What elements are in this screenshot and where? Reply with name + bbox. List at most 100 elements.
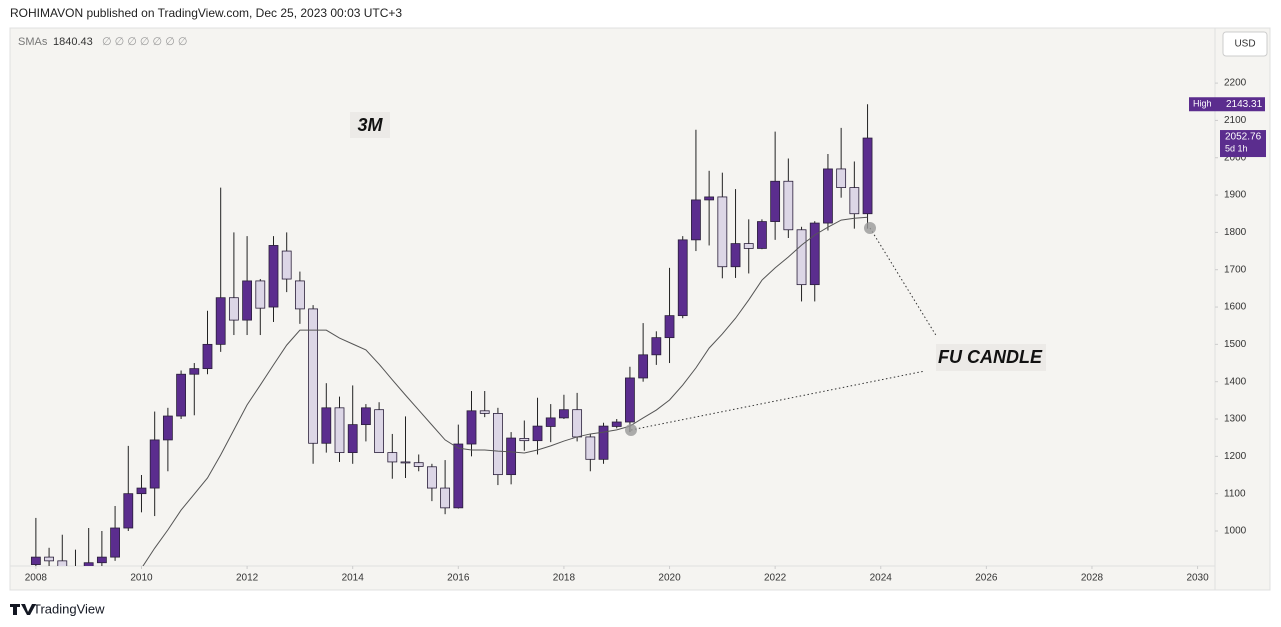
candle-body	[651, 337, 662, 356]
plot	[30, 104, 873, 566]
sma-line	[142, 216, 868, 566]
currency-button[interactable]	[1222, 31, 1268, 57]
candle-body	[677, 239, 688, 317]
candle-body	[347, 424, 358, 454]
candle-body	[202, 343, 213, 370]
y-tick-label: 2000	[1224, 152, 1247, 163]
x-tick-label: 2016	[447, 573, 470, 584]
currency: USD	[1234, 39, 1255, 50]
candle-body	[215, 297, 226, 345]
candle-body	[585, 436, 596, 460]
annotation-box	[350, 112, 390, 138]
y-tick-label: 1900	[1224, 190, 1247, 201]
candle-body	[294, 280, 305, 310]
x-tick-label: 2020	[658, 573, 681, 584]
candle-body	[532, 425, 543, 442]
logo	[10, 604, 36, 615]
candle-body	[466, 410, 477, 445]
y-tick-label: 1200	[1224, 451, 1247, 462]
candle-body	[809, 222, 820, 286]
footer: TradingView	[33, 601, 105, 616]
candle-body	[493, 413, 503, 476]
candle-body	[796, 229, 807, 286]
y-tick-label: 1400	[1224, 376, 1247, 387]
candle-body	[413, 462, 424, 467]
candle-body	[374, 409, 385, 454]
high-label-box	[1189, 97, 1265, 112]
annotation: FU CANDLE	[938, 347, 1043, 367]
candle-body	[281, 250, 292, 280]
candle-body	[704, 196, 715, 201]
x-tick-label: 2012	[236, 573, 259, 584]
x-tick-label: 2022	[764, 573, 787, 584]
candle-body	[598, 425, 609, 460]
candle-body	[228, 297, 239, 321]
candle-body	[361, 407, 371, 426]
candle-body	[743, 243, 754, 249]
annotation-line	[869, 227, 938, 338]
candle-body	[176, 373, 186, 417]
axes: 2008 2010 2012 2014 2016 2018 2020 2022 2024 2026…	[25, 78, 1266, 584]
header: ROHIMAVON published on TradingView.com, …	[10, 6, 402, 20]
high-value: 2143.31	[1226, 99, 1263, 110]
candle-body	[479, 410, 490, 414]
candle-body	[717, 196, 728, 268]
x-tick-label: 2008	[25, 573, 48, 584]
candle-body	[730, 243, 741, 268]
candle-body	[136, 487, 147, 495]
candle-body	[149, 439, 160, 489]
y-tick-label: 2100	[1224, 115, 1247, 126]
candle-body	[440, 487, 451, 509]
x-tick-label: 2026	[975, 573, 998, 584]
price-label: 2052.76	[1225, 132, 1262, 143]
annotation: 3M	[357, 115, 383, 135]
candle-body	[30, 556, 41, 565]
candle-body	[836, 168, 847, 189]
price-label-box	[1220, 130, 1266, 158]
candle-body	[638, 354, 649, 379]
candle-body	[123, 493, 134, 529]
candle-body	[572, 409, 583, 438]
candle-body	[849, 187, 860, 215]
candle-body	[506, 437, 517, 476]
candle-body	[83, 562, 94, 566]
candle-body	[242, 280, 252, 321]
annotation-point	[625, 424, 637, 436]
candle-body	[519, 438, 530, 442]
y-tick-label: 1500	[1224, 339, 1247, 350]
candle-body	[453, 443, 464, 509]
candle-body	[308, 308, 318, 444]
candle-body	[823, 168, 833, 224]
candle-body	[783, 180, 794, 231]
candle-body	[189, 368, 200, 375]
candle-body	[770, 180, 781, 222]
x-tick-label: 2028	[1081, 573, 1104, 584]
legend-extra: ∅ ∅ ∅ ∅ ∅ ∅ ∅	[102, 36, 187, 48]
candle-body	[757, 221, 767, 249]
candle-body	[255, 280, 266, 309]
high-label: High	[1193, 99, 1212, 109]
candle-body	[559, 409, 569, 419]
candle-body	[664, 315, 675, 339]
countdown: 5d 1h	[1225, 143, 1248, 153]
annotation-point	[864, 222, 876, 234]
y-tick-label: 1700	[1224, 264, 1247, 275]
candle-body	[545, 417, 556, 427]
y-tick-label: 1000	[1224, 526, 1247, 537]
candle-body	[110, 527, 120, 558]
candle-body	[57, 560, 68, 566]
legend-value: 1840.43	[53, 36, 93, 48]
annotation-box	[936, 344, 1046, 371]
y-tick-label: 2200	[1224, 78, 1247, 89]
candle-body	[44, 556, 54, 562]
candle-body	[611, 421, 622, 427]
x-tick-label: 2014	[342, 573, 365, 584]
y-tick-label: 1100	[1224, 488, 1246, 499]
candle-body	[268, 245, 279, 308]
candle-body	[96, 556, 107, 564]
y-tick-label: 1600	[1224, 302, 1247, 313]
y-tick-label: 1300	[1224, 414, 1247, 425]
candle-body	[387, 452, 398, 463]
